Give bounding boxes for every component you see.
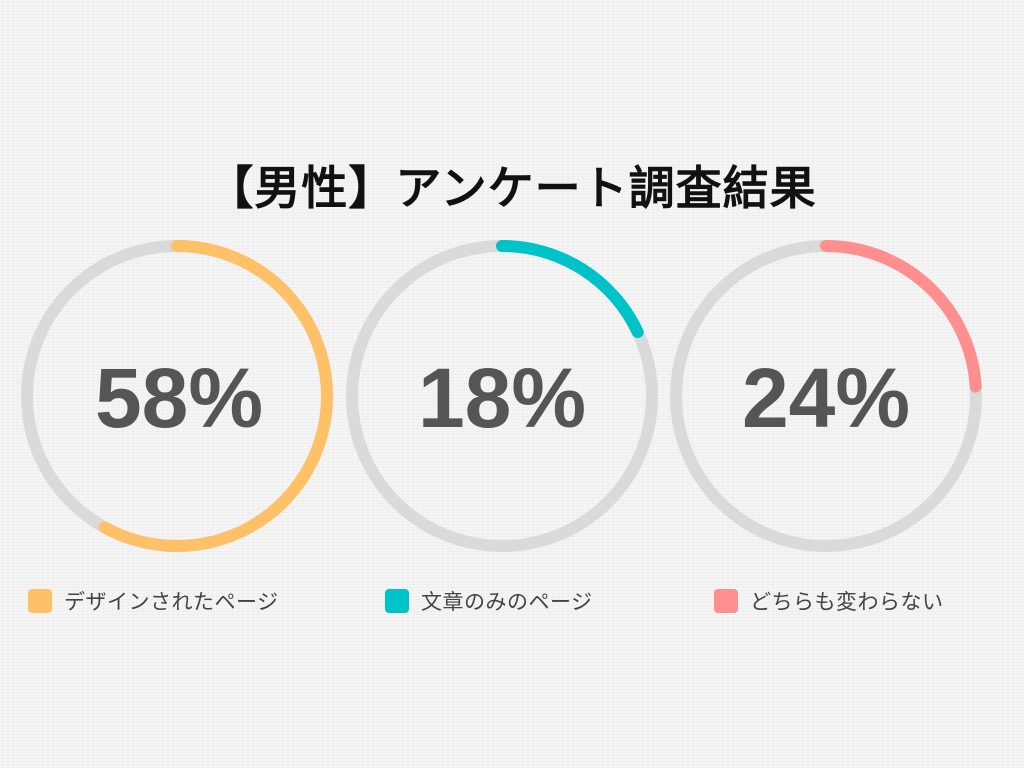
legend-item-no-difference: どちらも変わらない (714, 588, 944, 614)
percent-label: 18% (418, 351, 586, 445)
donut-chart-text-page: 18% (342, 236, 662, 556)
legend-swatch (385, 589, 409, 613)
donut-arc-no-difference (820, 240, 982, 393)
chart-title: 【男性】アンケート調査結果 (207, 161, 817, 215)
percent-label: 24% (742, 351, 910, 445)
legend-label: どちらも変わらない (750, 590, 944, 614)
donut-arc-design-page (98, 240, 333, 552)
legend-item-design-page: デザインされたページ (28, 588, 279, 614)
legend-item-text-page: 文章のみのページ (385, 588, 593, 614)
legend-swatch (714, 589, 738, 613)
percent-label: 58% (95, 351, 263, 445)
legend-label: 文章のみのページ (421, 590, 593, 614)
donut-chart-design-page: 58% (17, 236, 337, 556)
donut-chart-no-difference: 24% (666, 236, 986, 556)
donut-arc-text-page (496, 240, 644, 339)
legend-label: デザインされたページ (64, 590, 279, 614)
legend-swatch (28, 589, 52, 613)
